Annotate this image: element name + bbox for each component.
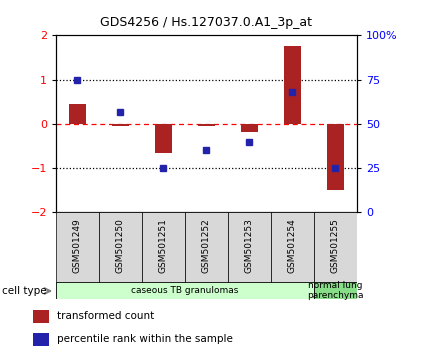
Bar — [314, 282, 357, 299]
Bar — [198, 124, 215, 126]
Bar — [185, 212, 228, 283]
Text: GSM501251: GSM501251 — [159, 218, 168, 273]
Text: GSM501250: GSM501250 — [116, 218, 125, 273]
Bar — [155, 124, 172, 153]
Bar — [34, 310, 49, 323]
Text: GSM501252: GSM501252 — [202, 218, 211, 273]
Bar — [284, 46, 301, 124]
Bar — [56, 212, 99, 283]
Text: GSM501254: GSM501254 — [288, 218, 297, 273]
Text: normal lung
parenchyma: normal lung parenchyma — [307, 281, 364, 300]
Text: GSM501253: GSM501253 — [245, 218, 254, 273]
Bar — [327, 124, 344, 190]
Text: caseous TB granulomas: caseous TB granulomas — [131, 286, 239, 295]
Bar — [142, 212, 185, 283]
Text: GDS4256 / Hs.127037.0.A1_3p_at: GDS4256 / Hs.127037.0.A1_3p_at — [100, 16, 313, 29]
Bar — [69, 104, 86, 124]
Text: GSM501249: GSM501249 — [73, 218, 82, 273]
Bar — [271, 212, 314, 283]
Bar — [99, 212, 142, 283]
Text: percentile rank within the sample: percentile rank within the sample — [57, 335, 233, 344]
Bar — [241, 124, 258, 132]
Text: GSM501255: GSM501255 — [331, 218, 340, 273]
Text: transformed count: transformed count — [57, 312, 154, 321]
Bar — [228, 212, 271, 283]
Bar — [314, 212, 357, 283]
Bar — [34, 333, 49, 346]
Bar — [56, 282, 314, 299]
Bar — [112, 124, 129, 126]
Text: cell type: cell type — [2, 286, 47, 296]
